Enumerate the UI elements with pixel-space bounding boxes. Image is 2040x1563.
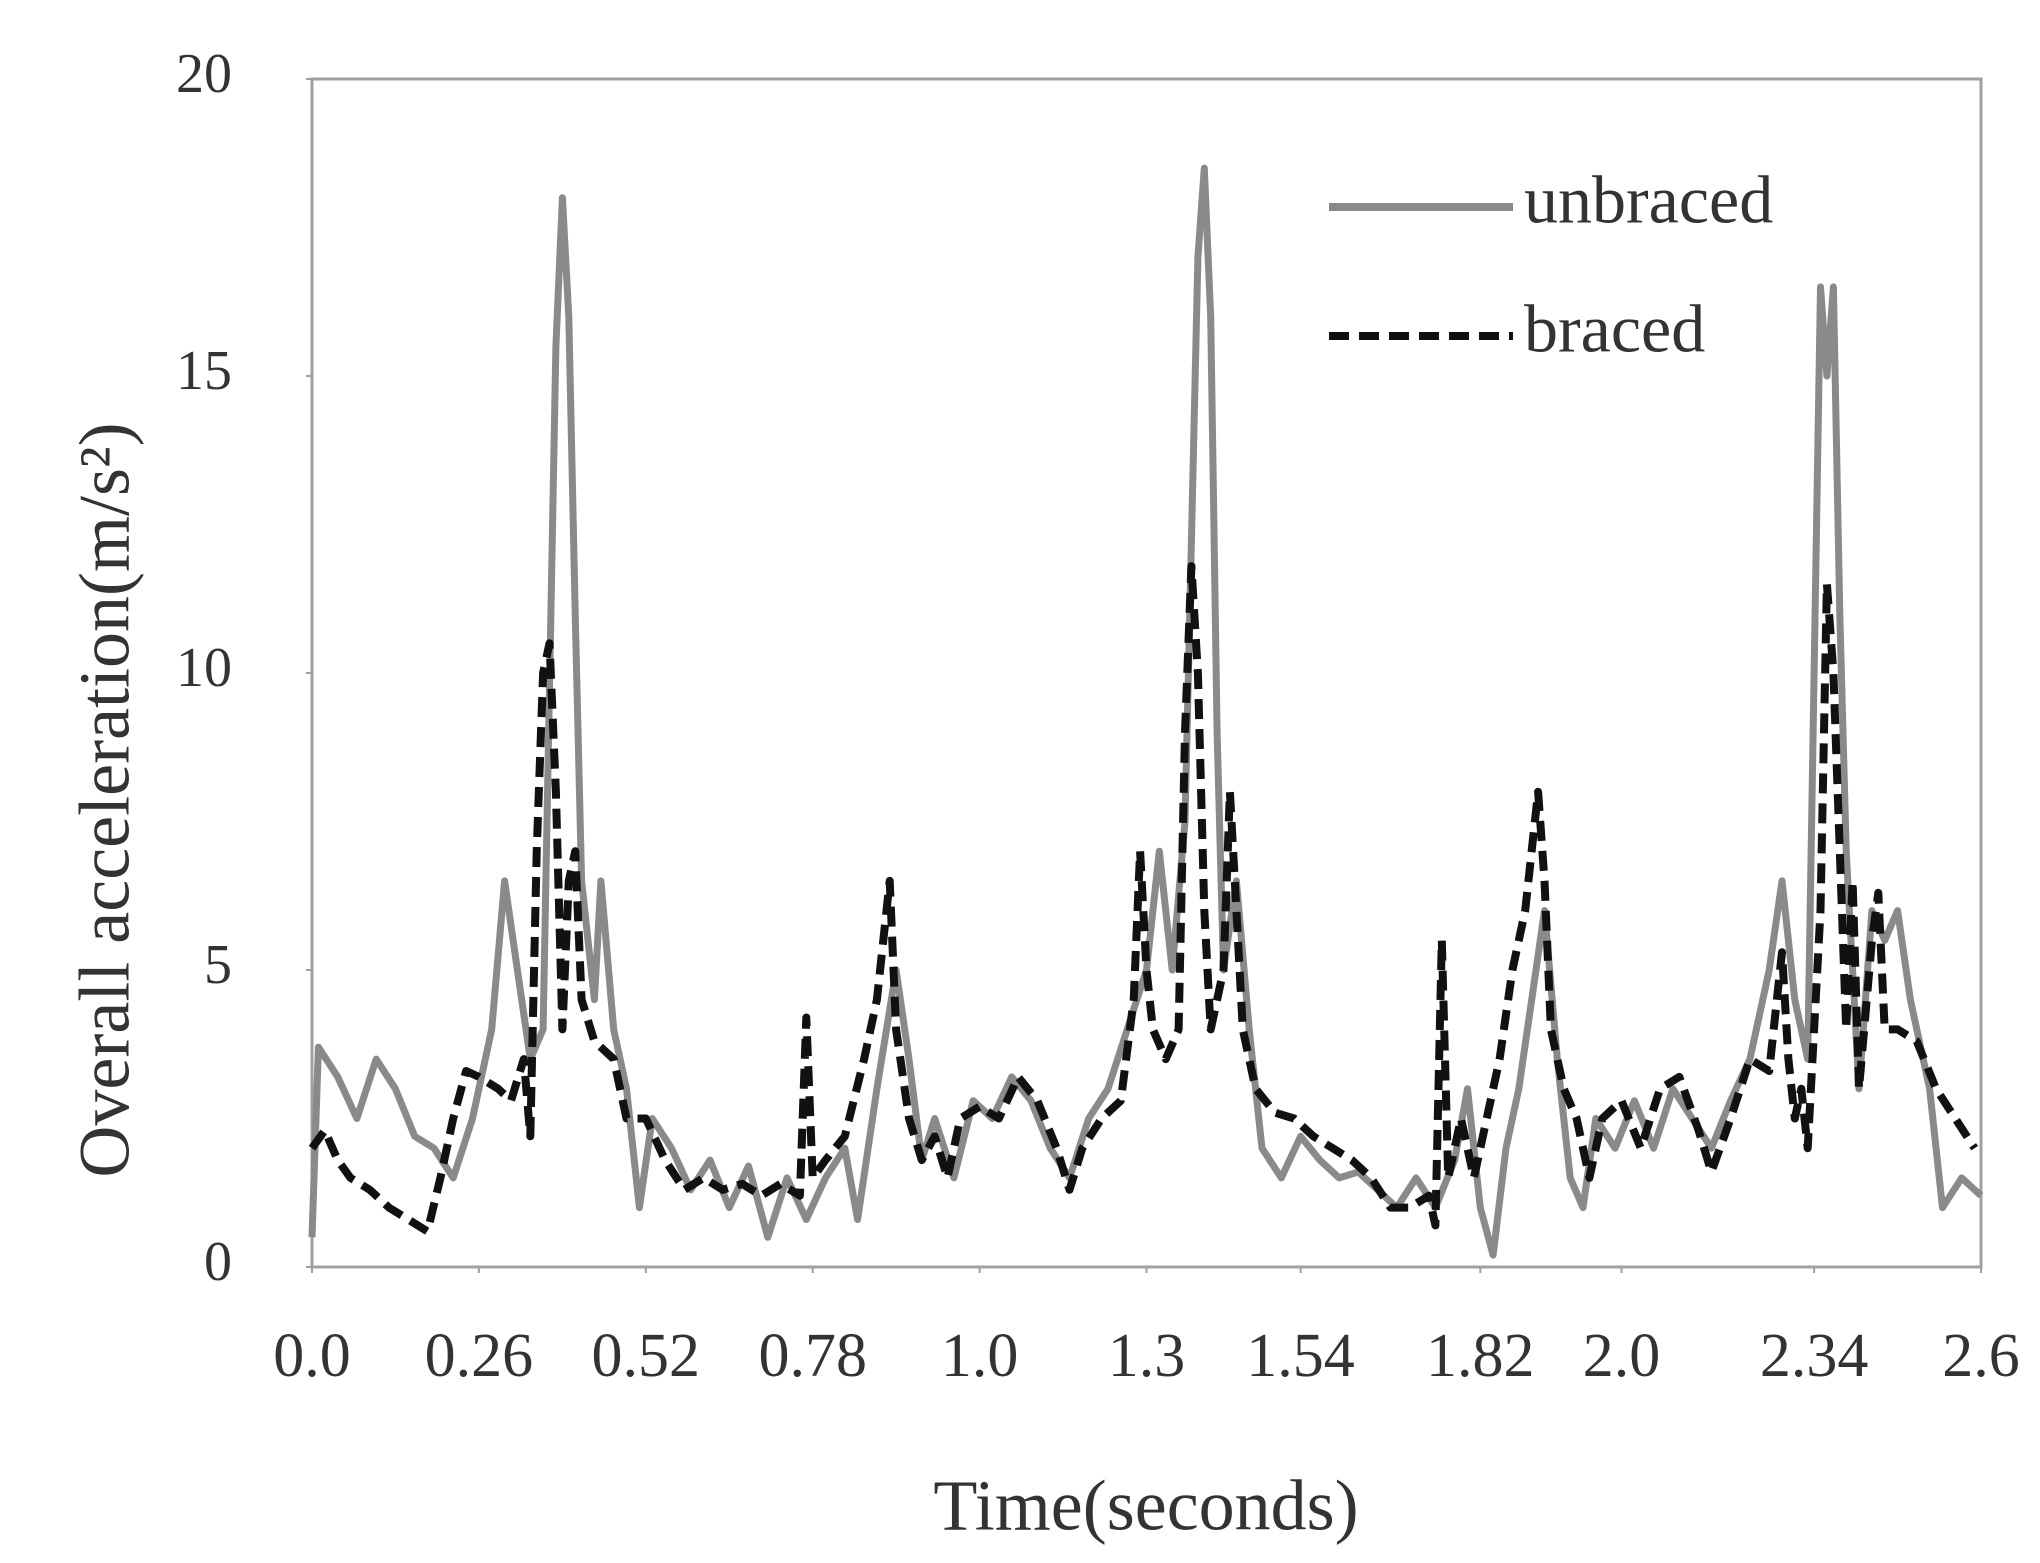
x-tick-label: 1.0 bbox=[941, 1322, 1019, 1390]
y-tick-label: 15 bbox=[176, 340, 232, 402]
legend-label: braced bbox=[1524, 291, 1705, 367]
y-tick-label: 5 bbox=[204, 934, 232, 996]
x-tick-label: 1.54 bbox=[1246, 1322, 1355, 1390]
x-tick-label: 0.78 bbox=[758, 1322, 867, 1390]
y-tick-label: 10 bbox=[176, 637, 232, 699]
legend-label: unbraced bbox=[1524, 162, 1773, 238]
x-tick-label: 2.6 bbox=[1942, 1322, 2020, 1390]
x-tick-label: 0.0 bbox=[273, 1322, 351, 1390]
y-tick-label: 20 bbox=[176, 43, 232, 105]
series-line bbox=[308, 164, 1984, 1259]
y-axis-title: Overall acceleration(m/s²) bbox=[65, 422, 145, 1177]
x-axis-title: Time(seconds) bbox=[933, 1466, 1358, 1546]
x-tick-label: 0.52 bbox=[592, 1322, 701, 1390]
x-tick-label: 2.34 bbox=[1760, 1322, 1869, 1390]
series-line bbox=[308, 562, 1978, 1236]
x-tick-label: 1.3 bbox=[1108, 1322, 1186, 1390]
y-tick-label: 0 bbox=[204, 1231, 232, 1293]
x-tick-label: 2.0 bbox=[1583, 1322, 1661, 1390]
x-tick-label: 1.82 bbox=[1426, 1322, 1535, 1390]
x-tick-label: 0.26 bbox=[425, 1322, 534, 1390]
